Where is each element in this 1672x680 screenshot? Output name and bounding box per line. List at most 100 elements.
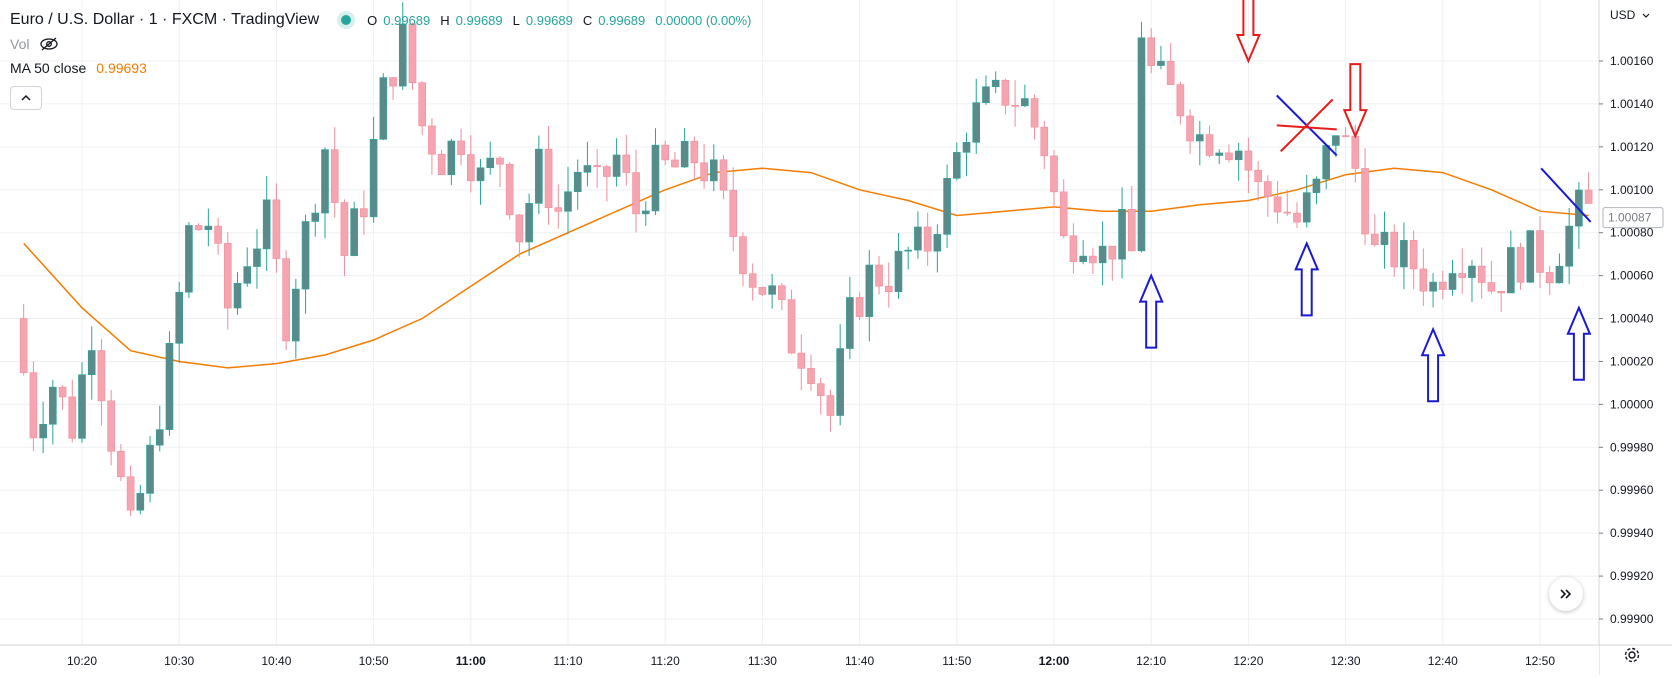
candle-down [1089,255,1097,264]
candle-down [1001,79,1010,106]
candle-up [447,140,456,176]
annotations-layer [1138,0,1592,403]
candle-down [1361,168,1369,235]
candle-down [1283,211,1292,214]
candle-up [155,429,164,446]
time-tick-label: 11:20 [651,654,680,668]
time-tick-label: 10:20 [67,654,97,668]
annotation-cross-line [1280,98,1334,153]
annotation-arrow-shape [1138,273,1164,349]
candle-down [1477,265,1486,283]
candle-down [758,287,767,295]
candle-down [1545,272,1554,284]
price-tick-label: 0.99900 [1610,612,1654,626]
candle-down [224,243,232,309]
candle-down [554,207,563,212]
candle-down [826,395,835,416]
ohlc-open-key: O [367,12,378,28]
candle-down [272,199,281,259]
ma-indicator-label[interactable]: MA 50 close [10,60,87,76]
collapse-legend-button[interactable] [10,86,42,110]
candle-up [1448,273,1457,290]
candle-up [1332,135,1340,146]
market-status-dot [341,15,352,25]
symbol-title[interactable]: Euro / U.S. Dollar · 1 · FXCM · TradingV… [10,11,320,28]
candle-down [97,350,106,402]
scroll-to-realtime-button[interactable] [1549,577,1583,611]
candle-down [1186,115,1194,142]
candle-down [1458,273,1467,278]
candle-down [797,352,806,369]
moving-average-line [23,167,1589,369]
candle-down [729,189,738,237]
candle-down [515,214,524,243]
candle-up [350,208,358,256]
candle-down [29,372,38,439]
candle-down [68,396,77,439]
candle-up [933,234,942,252]
candle-up [165,343,174,430]
chevron-up-icon [21,94,31,101]
candle-down [1244,150,1253,171]
ohlc-high-value: 0.99689 [455,12,503,28]
candle-up [398,23,407,87]
annotation-arrow-shape [1235,0,1261,64]
candle-up [49,386,57,425]
time-tick-label: 11:50 [942,654,971,668]
candle-up [1565,225,1573,267]
time-tick-label: 11:40 [845,654,874,668]
candle-down [632,172,640,215]
volume-label[interactable]: Vol [10,36,30,52]
candle-down [748,273,757,288]
currency-selector[interactable]: USD [1610,8,1650,22]
candle-down [1264,181,1272,198]
annotation-arrow-shape [1294,240,1320,317]
candle-down [700,162,708,182]
candle-down [661,144,670,161]
candle-up [1021,98,1029,107]
candle-up [972,102,981,143]
chevron-down-icon [1642,13,1650,18]
candle-down [1166,60,1175,85]
chart-settings-button[interactable] [1622,645,1642,670]
candle-up [914,226,922,251]
candle-up [185,225,193,293]
candle-down [437,153,446,176]
candle-down [1225,152,1233,161]
annotation-up-arrow [1420,326,1446,403]
candle-up [680,140,689,168]
candle-down [496,157,504,165]
candle-down [1108,245,1117,260]
time-tick-label: 11:10 [553,654,582,668]
candle-down [1293,212,1301,223]
candle-up [991,79,1000,88]
candle-down [671,159,679,168]
currency-label: USD [1610,8,1636,22]
candle-up [865,264,874,317]
candle-up [573,171,582,193]
candle-down [807,368,815,385]
candle-down [855,297,864,317]
candle-down [1273,196,1282,213]
candle-up [253,248,261,267]
candle-down [787,299,796,354]
candle-down [544,148,553,208]
price-tick-label: 1.00020 [1610,354,1654,368]
time-tick-label: 12:50 [1525,654,1555,668]
candle-up [243,266,252,284]
candle-down [126,476,135,511]
candle-up [1468,265,1476,278]
candle-down [340,202,349,256]
candle-down [1127,209,1136,252]
eye-off-icon[interactable] [39,37,59,51]
gear-icon [1624,647,1640,663]
candle-up [535,148,543,204]
candle-down [1584,189,1593,204]
candle-down [1351,135,1360,169]
candle-down [1536,230,1544,273]
candle-up [982,86,990,103]
candle-down [1050,155,1058,193]
candle-up [1429,281,1437,292]
